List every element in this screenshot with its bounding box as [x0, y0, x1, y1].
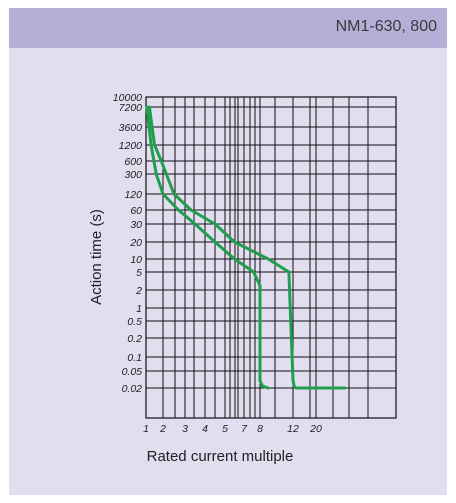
y-tick-label: 0.05 — [122, 366, 143, 378]
y-tick-label: 7200 — [119, 102, 143, 114]
y-tick-label: 10 — [130, 254, 142, 266]
y-tick-label: 60 — [130, 205, 142, 217]
grid — [145, 96, 397, 419]
x-tick-label: 3 — [182, 423, 188, 435]
y-tick-label: 0.2 — [127, 333, 142, 345]
y-tick-label: 300 — [124, 169, 142, 181]
chart-title: NM1-630, 800 — [335, 18, 437, 35]
x-tick-label: 2 — [159, 423, 166, 435]
y-tick-label: 0.1 — [127, 352, 142, 364]
x-axis-label: Rated current multiple — [147, 448, 294, 465]
x-tick-label: 8 — [257, 423, 263, 435]
y-tick-label: 30 — [130, 219, 142, 231]
x-tick-label: 4 — [202, 423, 208, 435]
chart-card: NM1-630, 800 — [9, 8, 447, 495]
curves — [145, 105, 347, 390]
y-tick-label: 1 — [136, 303, 142, 315]
series-curve — [147, 105, 347, 390]
x-tick-labels: 1 2 3 4 5 7 8 12 20 — [143, 423, 322, 435]
y-axis-label: Action time (s) — [88, 209, 105, 305]
header-bar: NM1-630, 800 — [9, 8, 447, 48]
x-tick-label: 12 — [287, 423, 299, 435]
y-tick-label: 10000 — [113, 92, 142, 104]
y-tick-label: 1200 — [119, 140, 143, 152]
y-tick-label: 3600 — [119, 122, 143, 134]
x-tick-label: 5 — [222, 423, 228, 435]
y-tick-label: 20 — [129, 237, 142, 249]
x-tick-label: 1 — [143, 423, 149, 435]
y-tick-label: 2 — [135, 285, 142, 297]
x-tick-label: 7 — [241, 423, 248, 435]
y-tick-label: 600 — [124, 156, 142, 168]
y-tick-label: 5 — [136, 267, 142, 279]
x-tick-label: 20 — [309, 423, 322, 435]
y-tick-label: 0.5 — [127, 316, 142, 328]
series-curve — [145, 105, 270, 390]
y-tick-label: 120 — [124, 189, 142, 201]
y-tick-label: 0.02 — [122, 383, 143, 395]
